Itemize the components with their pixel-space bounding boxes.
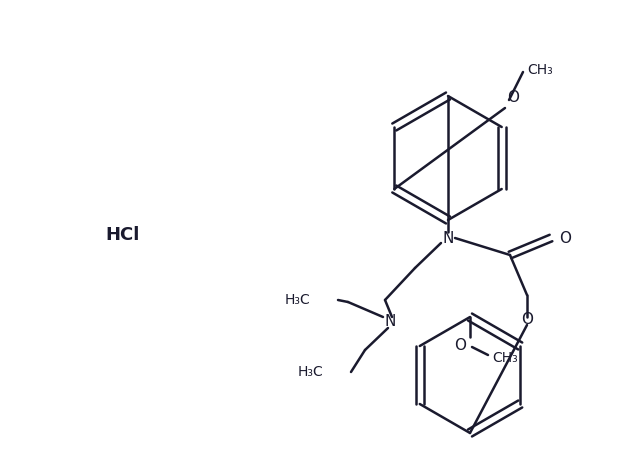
Text: O: O bbox=[507, 90, 519, 105]
Text: H₃C: H₃C bbox=[297, 365, 323, 379]
Text: HCl: HCl bbox=[105, 226, 140, 244]
Text: O: O bbox=[454, 337, 466, 352]
Text: O: O bbox=[521, 313, 533, 328]
Text: H₃C: H₃C bbox=[284, 293, 310, 307]
Text: O: O bbox=[559, 230, 571, 245]
Text: CH₃: CH₃ bbox=[492, 351, 518, 365]
Text: CH₃: CH₃ bbox=[527, 63, 553, 77]
Text: N: N bbox=[442, 230, 454, 245]
Text: N: N bbox=[384, 314, 396, 329]
